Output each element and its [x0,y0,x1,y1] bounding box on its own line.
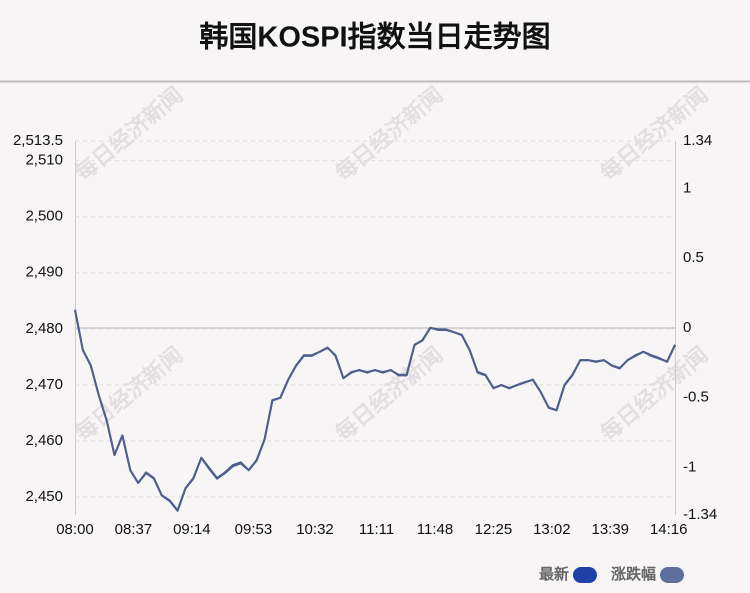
y2-tick-label: -1.34 [683,506,717,523]
x-tick-label: 11:11 [359,521,394,538]
y-tick-label: 2,490 [25,264,63,281]
legend-label: 最新 [539,565,569,583]
x-tick-label: 13:39 [591,521,629,538]
x-tick-label: 11:48 [417,521,453,538]
y-tick-label: 2,470 [25,376,63,393]
x-tick-label: 09:14 [173,521,211,538]
legend-swatch [660,567,684,583]
y-tick-label: 2,500 [25,208,63,225]
x-tick-label: 10:32 [296,521,334,538]
legend-swatch [572,567,597,583]
price-line [74,309,676,512]
y2-tick-label: -0.5 [683,389,709,406]
x-tick-label: 12:25 [475,521,513,538]
x-tick-label: 09:53 [235,521,273,538]
y-tick-label: 2,510 [25,152,63,169]
y-tick-label: 2,480 [25,320,63,337]
y2-tick-label: 1.34 [683,132,712,149]
chart-title: 韩国KOSPI指数当日走势图 [199,21,550,54]
x-tick-label: 13:02 [533,521,571,538]
y-tick-label: 2,450 [25,488,63,505]
legend-label: 涨跌幅 [611,565,656,583]
y-tick-label: 2,460 [25,432,63,449]
x-tick-label: 08:00 [56,521,94,538]
y-tick-label: 2,513.5 [13,132,63,149]
x-tick-label: 14:16 [650,521,688,538]
x-tick-label: 08:37 [115,521,153,538]
y2-tick-label: -1 [683,459,696,476]
y2-tick-label: 1 [683,179,691,196]
y2-tick-label: 0.5 [683,249,704,266]
y2-tick-label: 0 [683,319,691,336]
